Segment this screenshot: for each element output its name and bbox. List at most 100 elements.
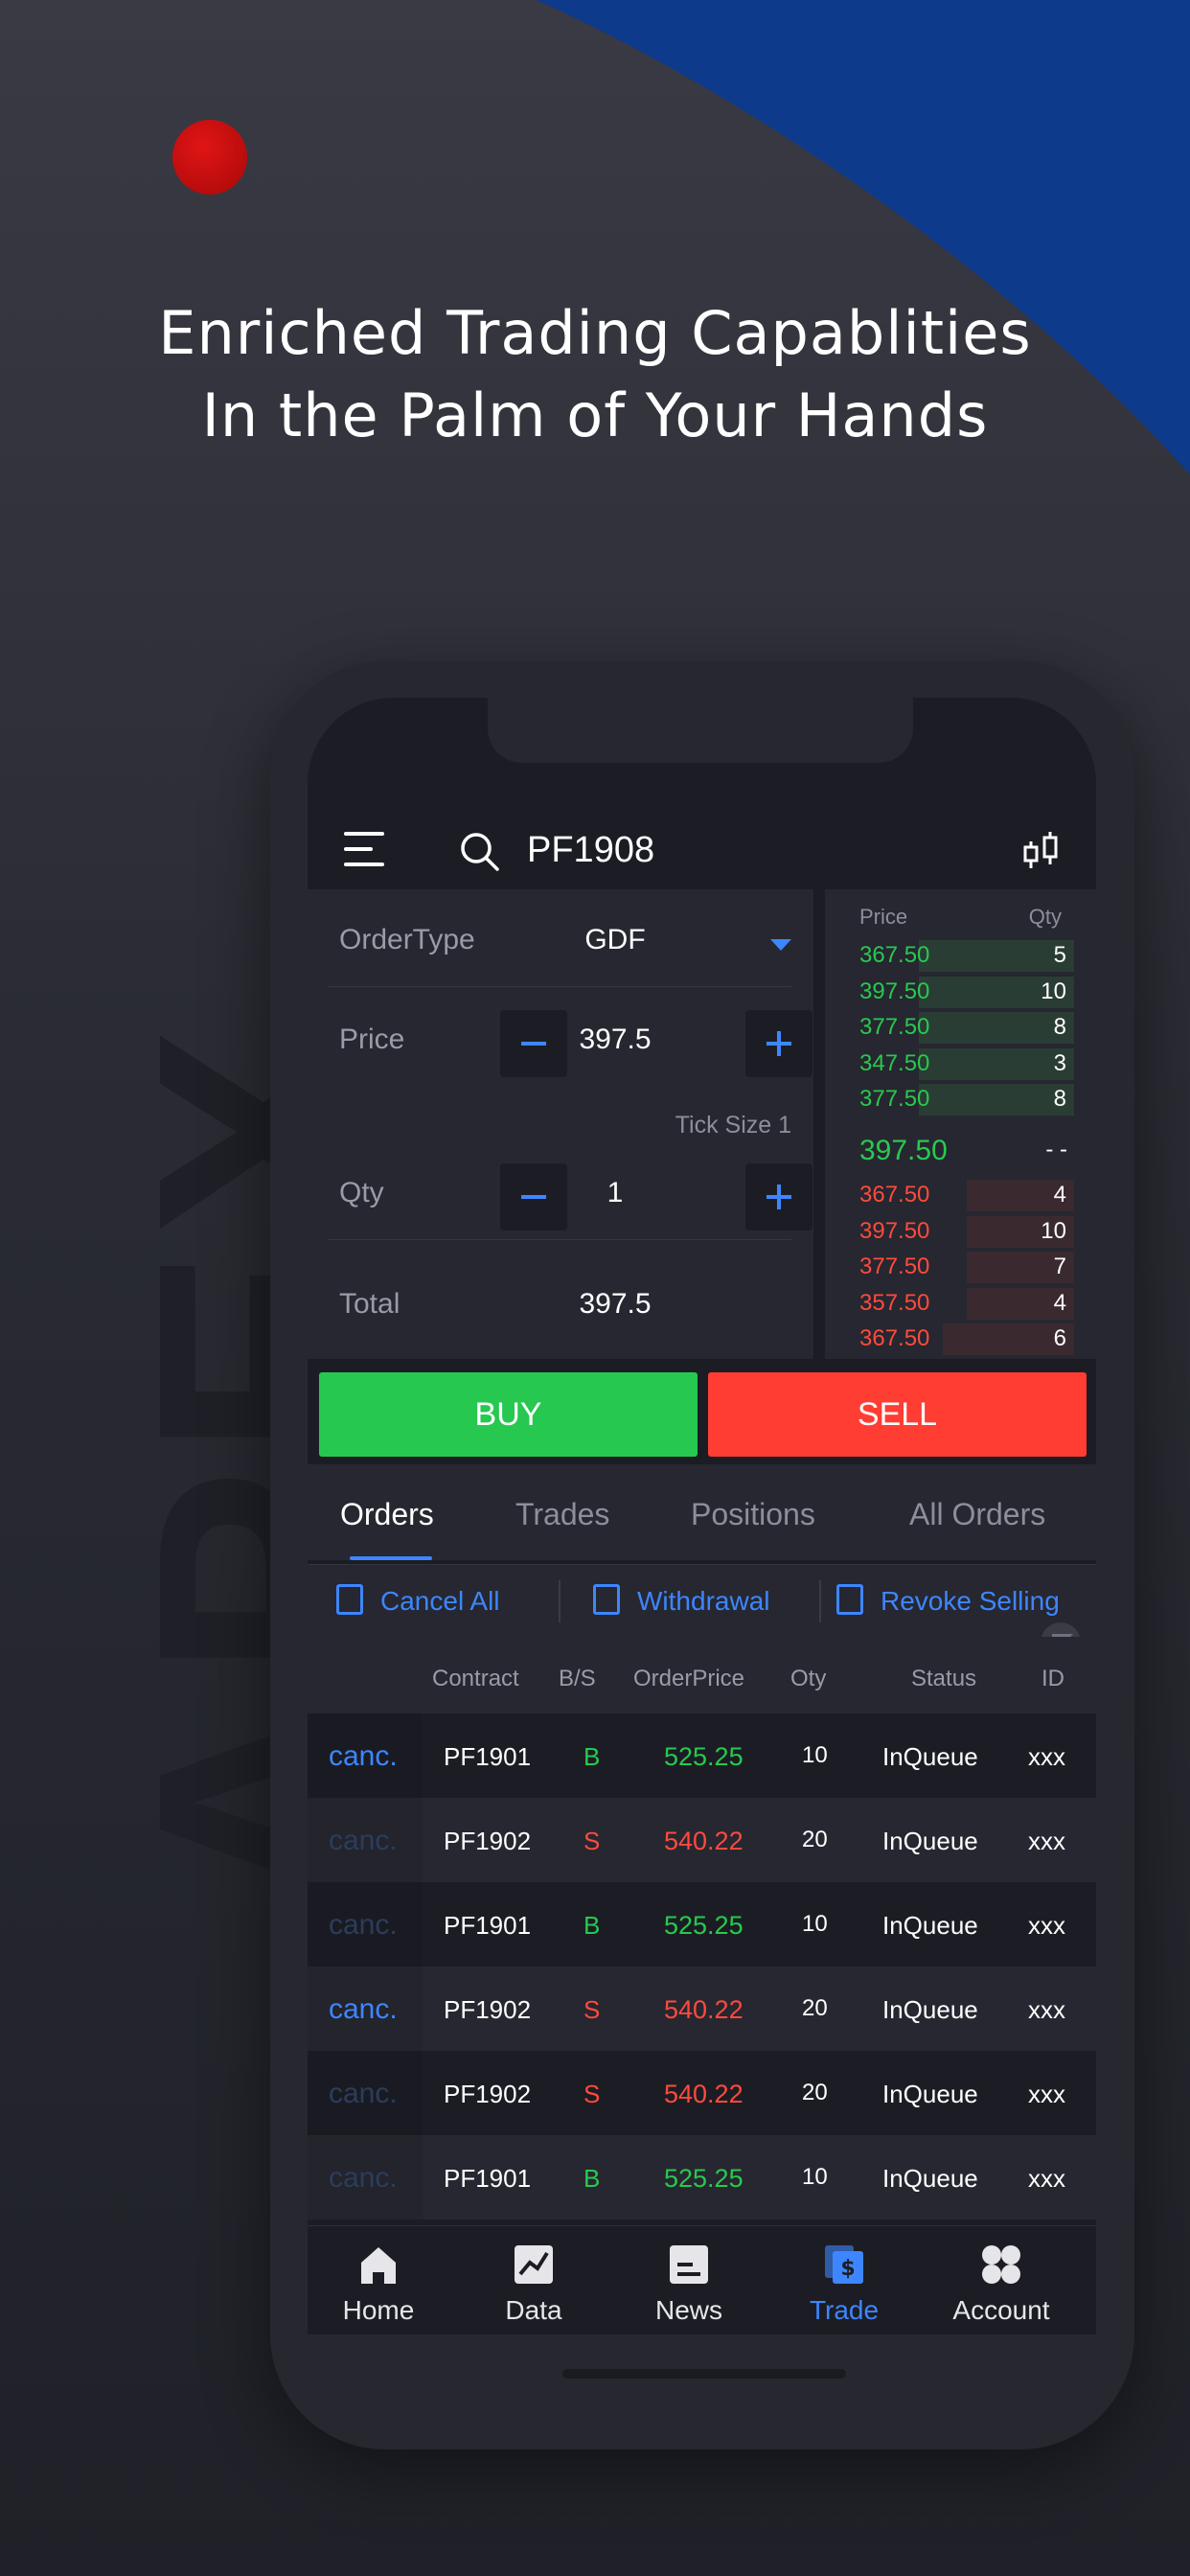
bid-depth-bar — [918, 1084, 1074, 1116]
orderbook-last-price: 397.50 - - — [825, 1127, 1096, 1175]
nav-trade-label: Trade — [809, 2295, 880, 2325]
withdrawal-button[interactable]: Withdrawal — [637, 1586, 770, 1616]
search-icon[interactable] — [458, 830, 500, 872]
menu-icon[interactable] — [344, 832, 384, 866]
ask-depth-bar — [966, 1180, 1074, 1211]
qty-plus-button[interactable] — [745, 1163, 812, 1230]
bid-depth-bar — [918, 1012, 1074, 1044]
candlestick-chart-icon[interactable] — [1021, 830, 1060, 872]
red-dot-decoration — [172, 120, 247, 195]
cancel-order-cell[interactable]: canc. — [308, 1798, 423, 1882]
qty-minus-button[interactable] — [500, 1163, 567, 1230]
bid-qty: 3 — [1053, 1049, 1066, 1076]
nav-news[interactable]: News — [622, 2234, 756, 2330]
nav-data[interactable]: Data — [467, 2234, 601, 2330]
ask-row[interactable]: 377.50 7 — [835, 1250, 1074, 1283]
cancel-order-cell[interactable]: canc. — [308, 2051, 423, 2135]
contract-cell: PF1902 — [444, 1995, 532, 2024]
ask-row[interactable]: 357.50 4 — [835, 1286, 1074, 1320]
withdrawal-icon — [593, 1584, 620, 1615]
ask-row[interactable]: 367.50 4 — [835, 1178, 1074, 1211]
table-row[interactable]: canc. PF1901 B 525.25 10 InQueue xxx — [308, 1882, 1096, 1966]
total-label: Total — [339, 1288, 400, 1320]
sell-button[interactable]: SELL — [708, 1372, 1087, 1457]
tab-trades[interactable]: Trades — [515, 1497, 610, 1531]
table-row[interactable]: canc. PF1902 S 540.22 20 InQueue xxx — [308, 2051, 1096, 2135]
ask-qty: 10 — [1041, 1217, 1066, 1244]
buy-button[interactable]: BUY — [319, 1372, 698, 1457]
tick-size-label: Tick Size 1 — [675, 1112, 791, 1138]
ask-qty: 6 — [1053, 1325, 1066, 1351]
qty-row: Qty 1 — [328, 1142, 812, 1240]
ask-row[interactable]: 367.50 6 — [835, 1322, 1074, 1355]
price-label: Price — [339, 1024, 405, 1055]
bid-row[interactable]: 377.50 8 — [835, 1082, 1074, 1116]
bid-row[interactable]: 397.50 10 — [835, 975, 1074, 1008]
bottom-navigation: Home Data News $ Trade — [308, 2225, 1096, 2334]
col-bs: B/S — [559, 1666, 596, 1691]
orders-table-header: Contract B/S OrderPrice Oty Status ID — [308, 1637, 1096, 1714]
order-type-label: OrderType — [339, 924, 475, 955]
order-book: Price Qty 367.50 5 397.50 10 377.50 8 347.50 3 3… — [825, 889, 1096, 1359]
nav-account[interactable]: Account — [934, 2234, 1068, 2330]
promo-headline: Enriched Trading Capablities In the Palm… — [0, 292, 1190, 457]
nav-trade[interactable]: $ Trade — [777, 2234, 911, 2330]
phone-screen: PF1908 OrderType GDF Price 397.5 Tick Si… — [308, 698, 1096, 2334]
status-cell: InQueue — [882, 1911, 978, 1940]
cancel-order-button[interactable]: canc. — [329, 1740, 398, 1772]
order-price-cell: 540.22 — [664, 1995, 744, 2024]
table-row[interactable]: canc. PF1902 S 540.22 20 InQueue xxx — [308, 1966, 1096, 2051]
status-cell: InQueue — [882, 1995, 978, 2024]
id-cell: xxx — [1028, 1827, 1065, 1855]
order-type-value[interactable]: GDF — [584, 924, 646, 955]
cancel-order-button[interactable]: canc. — [329, 1993, 398, 2025]
qty-cell: 10 — [802, 1911, 828, 1937]
cancel-order-cell[interactable]: canc. — [308, 1714, 423, 1798]
bid-row[interactable]: 377.50 8 — [835, 1010, 1074, 1044]
ask-depth-bar — [966, 1287, 1074, 1320]
table-row[interactable]: canc. PF1901 B 525.25 10 InQueue xxx — [308, 2135, 1096, 2220]
order-price-cell: 525.25 — [664, 1911, 744, 1940]
table-row[interactable]: canc. PF1902 S 540.22 20 InQueue xxx — [308, 1798, 1096, 1882]
id-cell: xxx — [1028, 2164, 1065, 2193]
cancel-order-cell[interactable]: canc. — [308, 1966, 423, 2051]
status-cell: InQueue — [882, 2080, 978, 2108]
qty-value[interactable]: 1 — [606, 1177, 624, 1208]
tab-all-orders[interactable]: All Orders — [909, 1497, 1046, 1531]
nav-home[interactable]: Home — [311, 2234, 446, 2330]
cancel-order-button[interactable]: canc. — [329, 1825, 398, 1856]
order-price-cell: 540.22 — [664, 2080, 744, 2108]
bid-row[interactable]: 347.50 3 — [835, 1046, 1074, 1080]
qty-label: Qty — [339, 1177, 384, 1208]
cancel-order-button[interactable]: canc. — [329, 2078, 398, 2109]
tab-positions[interactable]: Positions — [691, 1497, 815, 1531]
cancel-all-button[interactable]: Cancel All — [380, 1586, 500, 1616]
app-header: PF1908 — [308, 794, 1096, 908]
revoke-selling-icon — [836, 1584, 863, 1615]
cancel-order-cell[interactable]: canc. — [308, 2135, 423, 2220]
side-cell: S — [584, 2080, 601, 2108]
trade-icon: $ — [825, 2245, 863, 2284]
price-minus-button[interactable] — [500, 1010, 567, 1077]
table-row[interactable]: canc. PF1901 B 525.25 10 InQueue xxx — [308, 1714, 1096, 1798]
status-cell: InQueue — [882, 2164, 978, 2193]
svg-text:$: $ — [840, 2257, 855, 2281]
order-type-row[interactable]: OrderType GDF — [328, 889, 791, 987]
status-cell: InQueue — [882, 1827, 978, 1855]
cancel-all-icon — [336, 1584, 363, 1615]
cancel-order-button[interactable]: canc. — [329, 1909, 398, 1941]
bid-row[interactable]: 367.50 5 — [835, 938, 1074, 972]
cancel-order-button[interactable]: canc. — [329, 2162, 398, 2194]
cancel-order-cell[interactable]: canc. — [308, 1882, 423, 1966]
bid-price: 377.50 — [859, 1086, 930, 1112]
revoke-selling-button[interactable]: Revoke Selling — [881, 1586, 1060, 1616]
dropdown-caret-icon[interactable] — [770, 939, 791, 951]
ask-qty: 4 — [1053, 1182, 1066, 1208]
ask-row[interactable]: 397.50 10 — [835, 1214, 1074, 1248]
contract-symbol[interactable]: PF1908 — [527, 830, 655, 870]
price-value[interactable]: 397.5 — [579, 1024, 652, 1055]
price-plus-button[interactable] — [745, 1010, 812, 1077]
tab-orders[interactable]: Orders — [340, 1497, 434, 1531]
contract-cell: PF1902 — [444, 1827, 532, 1855]
headline-line-2: In the Palm of Your Hands — [201, 380, 989, 450]
